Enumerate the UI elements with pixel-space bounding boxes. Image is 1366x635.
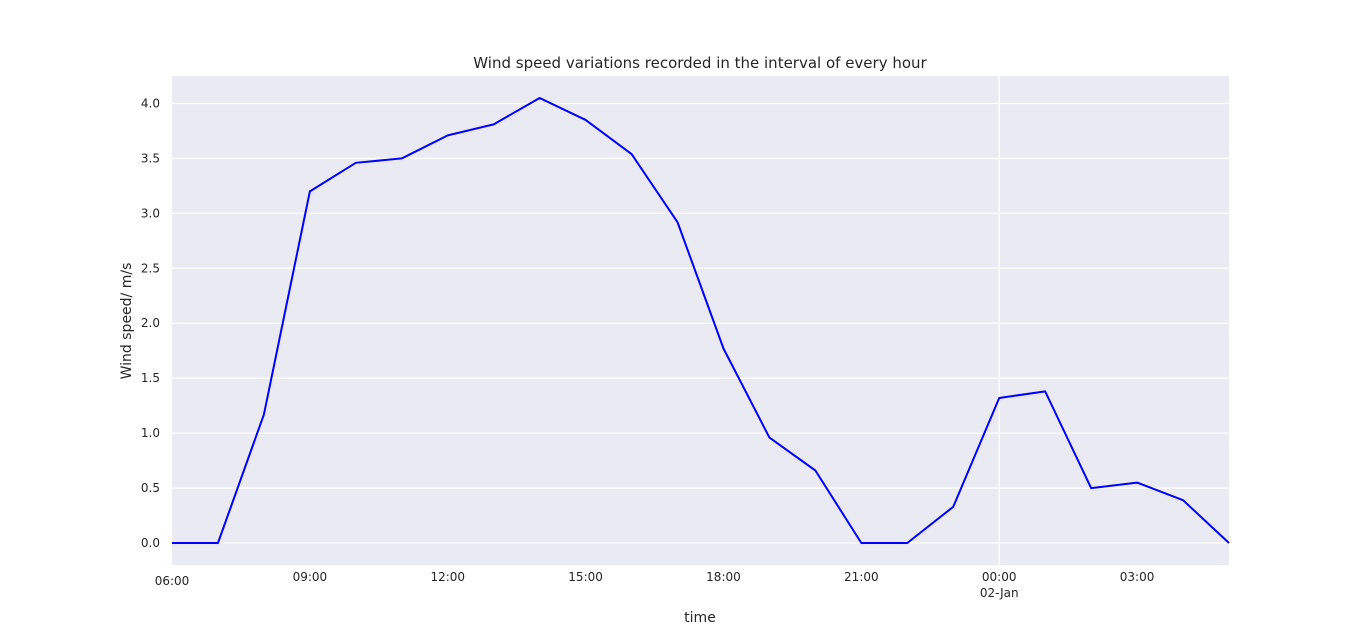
x-tick-label: 09:00 [293,570,328,584]
x-tick-label: 12:00 [430,570,465,584]
y-tick-label: 3.0 [141,206,160,220]
y-tick-label: 4.0 [141,96,160,110]
y-tick-label: 0.5 [141,481,160,495]
y-tick-label: 1.0 [141,426,160,440]
y-tick-label: 2.0 [141,316,160,330]
x-axis-ticks: 06:00 09:00 12:00 15:00 18:00 21:00 00:00 02-Ja… [155,570,1155,600]
line-layer [172,96,1230,545]
x-tick-sublabel: 02-Jan [980,586,1019,600]
y-tick-label: 1.5 [141,371,160,385]
chart-title: Wind speed variations recorded in the in… [473,54,927,72]
x-tick-label: 00:00 [982,570,1017,584]
y-tick-label: 3.5 [141,151,160,165]
x-axis-label: time [684,610,716,626]
x-tick-label: 06:00 [155,574,190,588]
x-tick-label: 18:00 [706,570,741,584]
x-tick-label: 21:00 [844,570,879,584]
y-tick-label: 0.0 [141,536,160,550]
y-axis-label: Wind speed/ m/s [119,263,135,380]
x-tick-label: 15:00 [568,570,603,584]
grid [172,76,1229,565]
plot-background [172,76,1229,565]
y-axis-ticks: 0.0 0.5 1.0 1.5 2.0 2.5 3.0 3.5 4.0 [141,96,160,550]
y-tick-label: 2.5 [141,261,160,275]
x-tick-label: 03:00 [1120,570,1155,584]
series-line [172,96,1230,545]
